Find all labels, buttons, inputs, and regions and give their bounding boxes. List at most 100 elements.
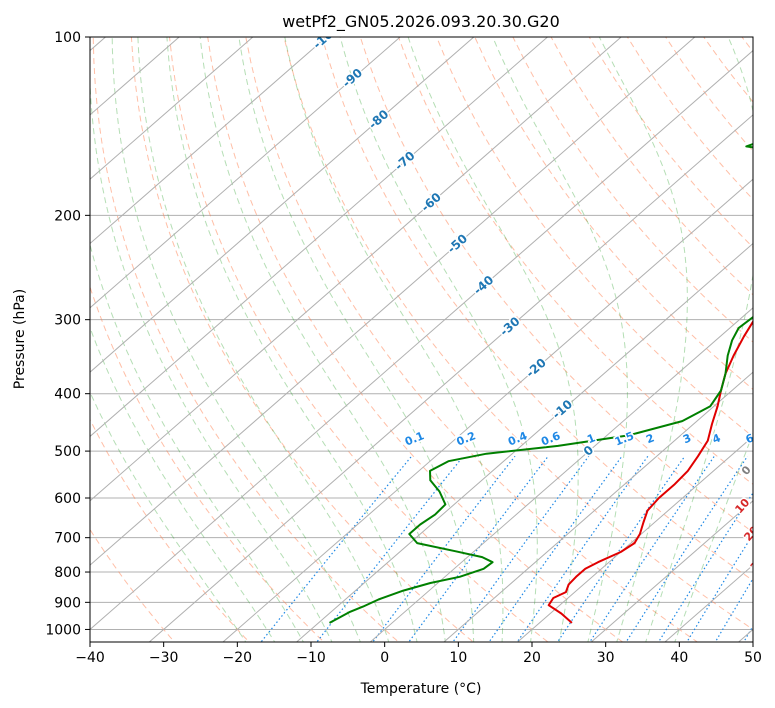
x-tick-label: −10	[296, 650, 326, 666]
isotherm-line	[737, 628, 753, 642]
dry-adiabat-line	[283, 37, 753, 631]
mixing-ratio-lines	[260, 455, 775, 654]
mixing-ratio-label: 3	[681, 431, 693, 446]
mixing-ratio-line	[260, 455, 413, 642]
isotherm-line	[90, 37, 328, 245]
gridlines	[90, 214, 753, 630]
dry-adiabats	[90, 10, 775, 654]
mixing-ratio-line	[516, 455, 649, 642]
y-axis-label: Pressure (hPa)	[12, 289, 28, 389]
dry-adiabat-line	[90, 285, 325, 642]
x-tick-label: −30	[149, 650, 179, 666]
x-tick-label: 40	[670, 650, 688, 666]
skewed-isotherms	[0, 10, 753, 654]
zero-isotherm-label: 0	[739, 463, 754, 478]
isotherm-line	[90, 37, 401, 309]
isotherm-line	[90, 37, 696, 566]
moist-adiabat-line	[90, 326, 276, 642]
dry-adiabat-line	[397, 37, 753, 485]
moist-adiabat-line	[645, 37, 753, 642]
dry-adiabat-label: 10	[732, 496, 752, 516]
y-tick-label: 300	[54, 313, 81, 329]
chart-title: wetPf2_GN05.2026.093.20.30.G20	[282, 12, 560, 32]
isotherm-line	[90, 37, 254, 180]
profile-series	[329, 143, 753, 624]
isotherm-line	[516, 435, 753, 642]
moist-adiabat-line	[284, 37, 504, 642]
isotherm-line	[90, 37, 549, 438]
y-tick-label: 500	[54, 444, 81, 460]
isotherm-line	[664, 564, 753, 642]
dry-adiabat-line	[436, 37, 753, 438]
x-tick-label: 0	[380, 650, 389, 666]
mixing-ratio-label: 0.4	[506, 429, 529, 448]
isotherm-line	[90, 37, 622, 502]
dry-adiabat-line	[760, 10, 775, 654]
y-tick-label: 600	[54, 491, 81, 507]
moist-adiabat-line	[90, 391, 247, 642]
moist-adiabat-line	[492, 37, 628, 642]
isotherm-line	[90, 37, 475, 373]
dry-adiabat-line	[92, 37, 400, 642]
mixing-ratio-label: 0.1	[403, 429, 426, 448]
dry-adiabat-line	[665, 37, 753, 152]
plot-frame	[89, 36, 754, 643]
x-tick-label: 20	[523, 650, 541, 666]
y-tick-label: 400	[54, 387, 81, 403]
y-tick-label: 800	[54, 565, 81, 581]
y-axis-ticks: 100 200 300 400 500 600 700 800 900 1000	[45, 30, 90, 638]
dry-adiabat-line	[550, 37, 753, 296]
x-tick-label: −40	[75, 650, 105, 666]
moist-adiabat-line	[137, 37, 390, 642]
y-tick-label: 200	[54, 208, 81, 224]
x-axis-ticks: −40 −30 −20 −10 0 10 20 30 40 50	[75, 642, 762, 666]
moist-adiabat-line	[166, 37, 418, 642]
isotherm-line	[443, 371, 753, 642]
mixing-ratio-line	[556, 455, 686, 642]
isotherm-line	[90, 37, 180, 116]
mixing-ratio-label: 4	[711, 431, 723, 446]
mixing-ratio-line	[452, 455, 590, 642]
dry-adiabat-line	[90, 418, 250, 642]
dry-adiabat-label: 40	[754, 583, 774, 603]
y-tick-label: 1000	[45, 622, 81, 638]
isotherm-line	[295, 242, 753, 642]
x-axis-label: Temperature (°C)	[360, 681, 482, 697]
moist-adiabats	[90, 37, 753, 642]
mixing-ratio-line	[762, 456, 775, 654]
y-tick-label: 900	[54, 595, 81, 611]
dry-adiabat-line	[207, 37, 624, 642]
mixing-ratio-line	[625, 455, 749, 642]
dry-adiabat-label: 30	[748, 553, 768, 573]
moist-adiabat-line	[238, 37, 475, 642]
isotherm-line	[590, 500, 753, 642]
mixing-ratio-line	[488, 455, 623, 642]
mixing-ratio-label: 1.5	[613, 429, 636, 448]
dry-adiabat-line	[741, 37, 753, 53]
moist-adiabat-line	[111, 37, 361, 642]
mixing-ratio-line	[714, 577, 753, 642]
mixing-ratio-line	[372, 455, 516, 642]
dry-adiabat-line	[359, 37, 753, 533]
isotherm-line	[0, 10, 63, 654]
isotherm-line	[369, 307, 753, 642]
dewpoint-profile-line	[329, 143, 753, 624]
mixing-ratio-label: 6	[744, 431, 756, 446]
dry-adiabat-line	[512, 37, 753, 343]
y-tick-label: 700	[54, 531, 81, 547]
y-tick-label: 100	[54, 30, 81, 46]
mixing-ratio-label: 2	[644, 431, 656, 446]
dry-adiabat-line	[130, 37, 475, 642]
dry-adiabat-line	[703, 37, 753, 103]
x-tick-label: −20	[223, 650, 253, 666]
moist-adiabat-line	[598, 37, 688, 642]
mixing-ratio-line	[589, 455, 715, 642]
mixing-ratio-line	[657, 491, 753, 642]
moist-adiabat-line	[90, 242, 304, 642]
moist-adiabat-line	[674, 431, 753, 642]
dry-adiabat-line	[245, 37, 699, 642]
isotherm-line	[90, 49, 753, 631]
moist-adiabat-line	[90, 75, 333, 642]
isotherm-line	[222, 178, 753, 642]
